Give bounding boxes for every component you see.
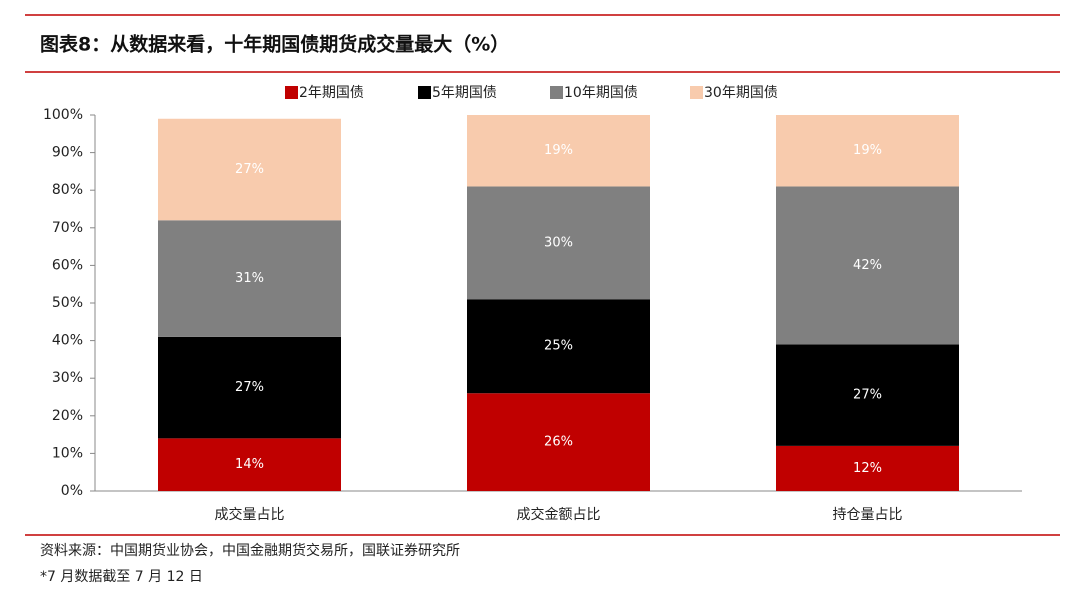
value-label: 19% (853, 143, 882, 158)
legend-label: 5年期国债 (432, 85, 497, 101)
x-tick-label: 持仓量占比 (833, 507, 903, 523)
bar-segment (467, 393, 650, 491)
note: *7 月数据截至 7 月 12 日 (40, 569, 203, 585)
y-tick-label: 20% (52, 408, 83, 424)
y-tick-label: 50% (52, 295, 83, 311)
bar-segment (467, 186, 650, 300)
bar-segment (776, 115, 959, 187)
bar-segment (158, 438, 341, 491)
value-label: 27% (853, 388, 882, 403)
y-tick-label: 90% (52, 145, 83, 161)
x-tick-label: 成交金额占比 (517, 506, 601, 523)
legend-swatch (550, 86, 563, 99)
legend-label: 10年期国债 (564, 85, 638, 101)
bar-segment (467, 299, 650, 394)
x-tick-label: 成交量占比 (215, 506, 285, 523)
value-label: 26% (544, 435, 573, 450)
bar-segment (158, 220, 341, 337)
legend-label: 2年期国债 (299, 85, 364, 101)
value-label: 27% (235, 380, 264, 395)
chart-title: 图表8：从数据来看，十年期国债期货成交量最大（%） (40, 33, 509, 56)
y-tick-label: 30% (52, 370, 83, 386)
bar-segment (776, 445, 959, 491)
bar-segment (776, 186, 959, 345)
y-tick-label: 40% (52, 333, 83, 349)
y-tick-label: 0% (61, 483, 83, 499)
legend-swatch (690, 86, 703, 99)
bar-segment (158, 118, 341, 221)
bar-segment (776, 344, 959, 446)
value-label: 42% (853, 258, 882, 273)
bar-segment (467, 115, 650, 187)
value-label: 25% (544, 339, 573, 354)
value-label: 31% (235, 271, 264, 286)
legend-swatch (418, 86, 431, 99)
value-label: 12% (853, 461, 882, 476)
source: 资料来源：中国期货业协会，中国金融期货交易所，国联证券研究所 (40, 542, 460, 559)
value-label: 30% (544, 235, 573, 250)
y-tick-label: 70% (52, 220, 83, 236)
y-tick-label: 60% (52, 257, 83, 273)
value-label: 14% (235, 457, 264, 472)
legend-swatch (285, 86, 298, 99)
y-tick-label: 80% (52, 182, 83, 198)
legend-label: 30年期国债 (704, 85, 778, 101)
value-label: 27% (235, 162, 264, 177)
y-tick-label: 100% (43, 107, 83, 123)
y-tick-label: 10% (52, 445, 83, 461)
bar-segment (158, 336, 341, 439)
value-label: 19% (544, 143, 573, 158)
